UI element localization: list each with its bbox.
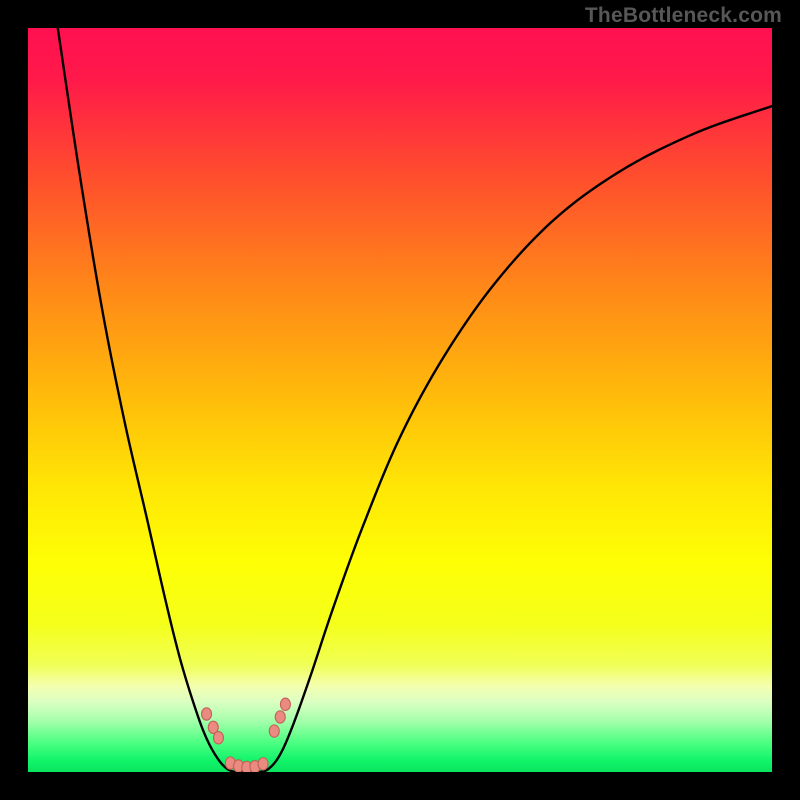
marker-left-arm (213, 732, 223, 744)
watermark-text: TheBottleneck.com (585, 4, 782, 28)
plot-area (28, 28, 772, 772)
chart-canvas: TheBottleneck.com (0, 0, 800, 800)
marker-trough (258, 758, 268, 770)
marker-right-arm (275, 711, 285, 723)
marker-left-arm (202, 708, 212, 720)
curve-layer (28, 28, 772, 772)
marker-right-arm (280, 698, 290, 710)
marker-right-arm (269, 725, 279, 737)
bottleneck-curve (58, 28, 772, 772)
